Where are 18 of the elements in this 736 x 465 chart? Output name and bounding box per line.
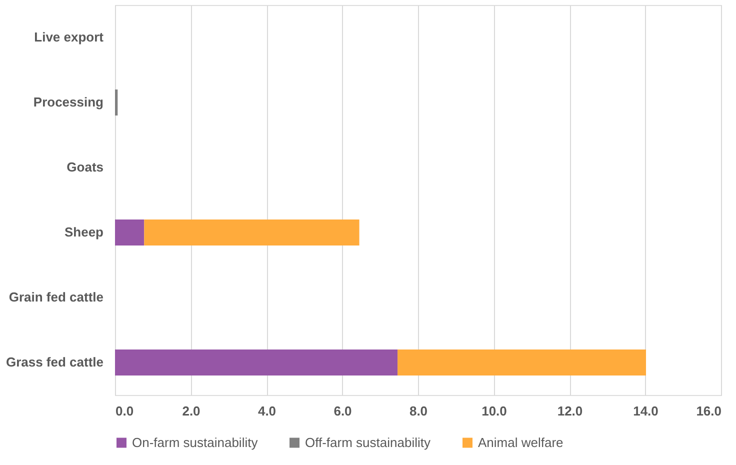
y-tick-label: Goats <box>66 160 104 174</box>
x-tick-label: 0.0 <box>116 404 134 418</box>
x-tick-label: 8.0 <box>409 404 428 418</box>
y-tick-label: Live export <box>34 30 104 44</box>
y-tick-label: Grass fed cattle <box>6 354 104 370</box>
y-tick-label: Grain fed cattle <box>8 290 104 304</box>
y-tick-label: Processing <box>33 94 104 110</box>
legend-label: On-farm sustainability <box>132 434 258 450</box>
x-tick-label: 10.0 <box>482 404 507 418</box>
y-tick-label: Sheep <box>64 224 104 240</box>
legend-label: Off-farm sustainability <box>305 434 431 450</box>
x-tick-label: 14.0 <box>633 404 658 418</box>
x-tick-label: 16.0 <box>696 404 722 418</box>
legend-label: Animal welfare <box>478 434 564 450</box>
x-tick-label: 2.0 <box>182 404 200 418</box>
x-tick-label: 12.0 <box>557 404 583 418</box>
x-tick-label: 6.0 <box>334 404 352 418</box>
x-tick-label: 4.0 <box>258 404 276 418</box>
